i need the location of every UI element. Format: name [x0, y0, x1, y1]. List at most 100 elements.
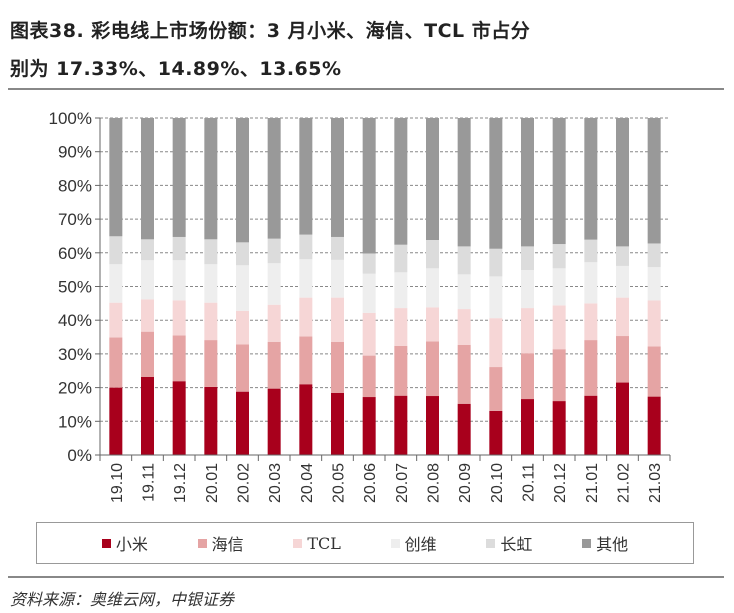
legend-label: 创维	[404, 535, 437, 554]
bar-segment-海信	[204, 340, 218, 387]
bar-segment-其他	[141, 118, 154, 240]
bar-segment-创维	[457, 274, 471, 310]
y-tick-label: 60%	[58, 244, 92, 263]
legend-label: 海信	[211, 535, 244, 554]
bar-segment-TCL	[584, 303, 598, 341]
x-tick-label: 20.06	[362, 463, 379, 503]
bar-segment-创维	[647, 267, 661, 301]
y-tick-label: 100%	[49, 109, 92, 128]
bar-segment-小米	[521, 399, 534, 455]
legend-label: 其他	[596, 535, 629, 554]
bar-segment-创维	[584, 262, 598, 304]
bar-segment-创维	[521, 269, 534, 309]
source-note: 资料来源：奥维云网，中银证券	[10, 590, 235, 609]
title-line-2: 别为 17.33%、14.89%、13.65%	[10, 58, 342, 80]
bar-segment-创维	[109, 264, 123, 303]
bar-segment-其他	[489, 118, 503, 249]
bar-segment-长虹	[236, 242, 249, 266]
bar-segment-海信	[267, 341, 281, 389]
bar-segment-小米	[331, 392, 344, 455]
bar-segment-其他	[552, 118, 566, 245]
bar-segment-创维	[204, 264, 218, 303]
bar-segment-长虹	[172, 236, 186, 261]
bar-segment-TCL	[426, 307, 439, 342]
legend-item: 其他	[582, 531, 628, 555]
x-tick-label: 19.11	[141, 463, 158, 502]
bar-segment-海信	[109, 337, 123, 388]
bar-segment-长虹	[616, 246, 629, 266]
bar-segment-小米	[457, 403, 471, 455]
bar-segment-TCL	[331, 297, 344, 342]
y-tick-label: 10%	[58, 412, 92, 431]
legend-item: 长虹	[486, 531, 532, 555]
bar-segment-小米	[362, 397, 376, 455]
bar-segment-小米	[394, 395, 408, 455]
bar-segment-TCL	[141, 299, 154, 332]
bar-segment-小米	[299, 384, 313, 455]
bar-segment-创维	[236, 265, 249, 311]
legend-label: 小米	[115, 535, 148, 554]
bar-segment-海信	[141, 331, 154, 377]
x-tick-label: 20.10	[489, 463, 506, 503]
bar-segment-长虹	[489, 248, 503, 277]
y-tick-label: 90%	[58, 143, 92, 162]
chart-title: 图表38. 彩电线上市场份额：3 月小米、海信、TCL 市占分 别为 17.33…	[10, 12, 730, 88]
bar-segment-长虹	[331, 236, 344, 260]
bar-segment-小米	[236, 391, 249, 455]
bar-segment-其他	[394, 118, 408, 245]
x-tick-label: 20.08	[426, 463, 443, 503]
bar-segment-海信	[457, 344, 471, 404]
bar-segment-小米	[489, 410, 503, 455]
legend-swatch	[101, 538, 111, 548]
bar-segment-TCL	[362, 312, 376, 356]
bar-segment-创维	[267, 263, 281, 305]
bar-segment-长虹	[362, 253, 376, 274]
x-tick-label: 20.09	[457, 463, 474, 503]
y-tick-label: 20%	[58, 379, 92, 398]
bar-segment-TCL	[394, 308, 408, 346]
bar-segment-海信	[299, 336, 313, 385]
bar-segment-长虹	[267, 238, 281, 264]
legend-item: TCL	[293, 534, 341, 553]
top-divider	[8, 88, 724, 90]
bar-segment-海信	[584, 340, 598, 396]
bar-segment-TCL	[109, 302, 123, 338]
x-tick-label: 19.10	[109, 463, 126, 503]
legend-swatch	[293, 538, 303, 548]
y-tick-label: 50%	[58, 278, 92, 297]
bar-segment-海信	[616, 336, 629, 383]
bar-segment-其他	[204, 118, 218, 240]
bar-segment-海信	[426, 341, 439, 397]
bar-segment-TCL	[267, 304, 281, 342]
bar-segment-TCL	[521, 308, 534, 354]
bar-segment-其他	[521, 118, 534, 247]
bar-segment-小米	[647, 396, 661, 455]
x-tick-label: 20.12	[552, 463, 569, 503]
bar-segment-其他	[331, 118, 344, 237]
bar-segment-其他	[109, 118, 123, 237]
bar-segment-海信	[552, 349, 566, 402]
bar-segment-小米	[426, 396, 439, 455]
bottom-divider	[8, 576, 724, 578]
x-tick-label: 20.05	[331, 463, 348, 503]
bar-segment-其他	[426, 118, 439, 240]
bar-segment-TCL	[552, 305, 566, 350]
y-tick-label: 70%	[58, 210, 92, 229]
bar-segment-创维	[552, 268, 566, 306]
x-tick-label: 19.12	[172, 463, 189, 503]
y-tick-label: 80%	[58, 176, 92, 195]
bar-segment-长虹	[521, 246, 534, 270]
y-tick-label: 30%	[58, 345, 92, 364]
x-tick-label: 20.01	[204, 463, 221, 503]
x-tick-label: 21.02	[616, 463, 633, 503]
legend-label: 长虹	[500, 535, 533, 554]
bar-segment-海信	[521, 353, 534, 400]
legend-swatch	[390, 538, 400, 548]
legend-item: 小米	[101, 531, 148, 555]
legend-swatch	[486, 538, 496, 548]
bar-segment-创维	[394, 272, 408, 309]
bar-segment-TCL	[616, 297, 629, 337]
bar-segment-创维	[172, 260, 186, 301]
y-tick-label: 0%	[67, 446, 92, 465]
bar-segment-长虹	[647, 243, 661, 268]
